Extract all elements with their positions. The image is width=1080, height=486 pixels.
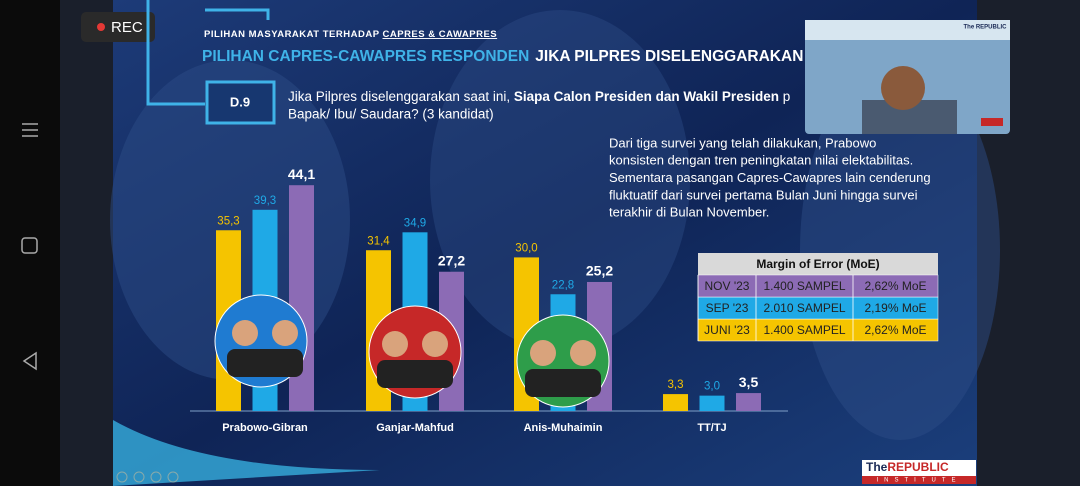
candidate-face — [382, 331, 408, 357]
candidate-body — [525, 369, 601, 397]
paragraph: Dari tiga survei yang telah dilakukan, P… — [609, 135, 931, 219]
legend-moe: 2,62% MoE — [864, 323, 926, 337]
value-label: 27,2 — [438, 252, 465, 268]
subheader-highlight: CAPRES & CAWAPRES — [383, 29, 498, 40]
subheader-text: PILIHAN MASYARAKAT TERHADAP — [204, 29, 383, 40]
paragraph-line: Dari tiga survei yang telah dilakukan, P… — [609, 135, 876, 150]
candidate-face — [232, 320, 258, 346]
candidate-face — [272, 320, 298, 346]
rec-label: REC — [111, 19, 143, 36]
paragraph-line: fluktuatif dari survei pertama Bulan Jun… — [609, 187, 918, 202]
legend-moe: 2,19% MoE — [864, 301, 926, 315]
rec-dot — [97, 23, 105, 31]
value-label: 3,3 — [668, 379, 684, 391]
category-label: Anis-Muhaimin — [524, 422, 603, 434]
bar — [663, 394, 688, 411]
question-text: p — [779, 89, 790, 104]
value-label: 30,0 — [515, 242, 537, 254]
paragraph-line: konsisten dengan tren peningkatan nilai … — [609, 153, 913, 168]
paragraph-line: terakhir di Bulan November. — [609, 205, 769, 220]
value-label: 34,9 — [404, 217, 426, 229]
value-label: 25,2 — [586, 263, 613, 279]
slide-toolbar[interactable] — [116, 471, 179, 483]
subheader: PILIHAN MASYARAKAT TERHADAP CAPRES & CAW… — [204, 29, 497, 40]
question-line2: Bapak/ Ibu/ Saudara? (3 kandidat) — [288, 107, 494, 122]
candidate-face — [422, 331, 448, 357]
paragraph-line: Sementara pasangan Capres-Cawapres lain … — [609, 170, 931, 185]
value-label: 31,4 — [367, 235, 390, 247]
rec-badge[interactable] — [81, 12, 155, 42]
nav-icons — [21, 123, 38, 371]
bg-face — [430, 10, 690, 350]
title-blue: PILIHAN CAPRES-CAWAPRES RESPONDEN — [202, 48, 529, 65]
legend-moe: 2,62% MoE — [864, 279, 926, 293]
legend-title: Margin of Error (MoE) — [756, 257, 879, 271]
webcam-tag — [981, 118, 1003, 126]
question-bold: Siapa Calon Presiden dan Wakil Presiden — [514, 89, 779, 104]
question-text: Jika Pilpres diselenggarakan saat ini, — [288, 89, 514, 104]
bar — [736, 393, 761, 411]
code-box — [205, 80, 276, 125]
bar — [699, 395, 725, 411]
legend-name: NOV '23 — [705, 279, 750, 293]
bar — [289, 185, 314, 411]
legend-sample: 2.010 SAMPEL — [763, 301, 845, 315]
logo-band — [862, 476, 976, 484]
title: PILIHAN CAPRES-CAWAPRES RESPONDEN JIKA PI… — [202, 48, 803, 65]
category-label: Prabowo-Gibran — [222, 422, 308, 434]
legend-header-bg — [698, 253, 938, 275]
value-label: 3,0 — [704, 381, 720, 393]
category-label: TT/TJ — [697, 422, 726, 434]
webcam-face — [881, 66, 925, 110]
question: Jika Pilpres diselenggarakan saat ini, S… — [288, 89, 790, 104]
logo: TheREPUBLIC — [866, 460, 949, 474]
candidate-body — [227, 349, 303, 377]
logo-the: The — [866, 460, 888, 474]
legend-sample: 1.400 SAMPEL — [763, 323, 845, 337]
webcam-banner — [805, 20, 1010, 40]
code: D.9 — [230, 94, 250, 109]
chart: 35,3 39,3 44,1 Prabowo-Gibran 31,4 34,9 27,2 Ga… — [190, 166, 939, 434]
wave — [113, 420, 380, 486]
value-label: 3,5 — [739, 374, 759, 390]
logo-institute: INSTITUTE — [877, 478, 962, 484]
value-label: 39,3 — [254, 195, 276, 207]
value-label: 44,1 — [288, 166, 315, 182]
webcam-logo: The REPUBLIC — [963, 25, 1007, 31]
logo-republic: REPUBLIC — [887, 460, 949, 474]
value-label: 22,8 — [552, 279, 574, 291]
title-white: JIKA PILPRES DISELENGGARAKAN — [535, 48, 803, 65]
bg-face — [800, 60, 1000, 440]
legend-name: JUNI '23 — [704, 323, 750, 337]
category-label: Ganjar-Mahfud — [376, 422, 454, 434]
frame-line — [146, 0, 270, 106]
candidate-face — [530, 340, 556, 366]
legend-sample: 1.400 SAMPEL — [763, 279, 845, 293]
candidate-face — [570, 340, 596, 366]
legend-name: SEP '23 — [706, 301, 749, 315]
value-label: 35,3 — [217, 215, 239, 227]
candidate-body — [377, 360, 453, 388]
